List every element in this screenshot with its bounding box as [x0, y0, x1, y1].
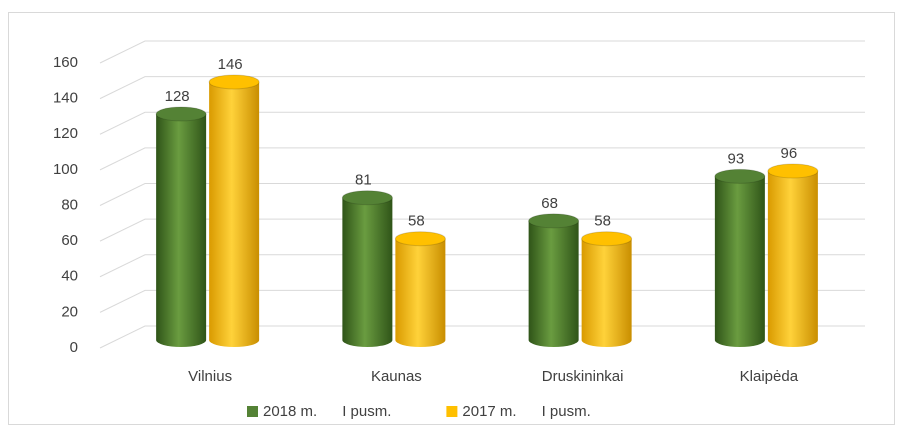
bar	[528, 213, 580, 347]
y-tick-label: 100	[53, 161, 78, 178]
value-label: 146	[218, 56, 243, 73]
y-tick-label: 160	[53, 54, 78, 71]
x-tick-label: Klaipėda	[740, 368, 799, 385]
bar	[208, 74, 260, 347]
bar	[767, 163, 819, 347]
grid-line	[99, 218, 865, 242]
grid-line	[99, 40, 865, 64]
grid-line	[99, 76, 865, 100]
frame	[8, 12, 895, 425]
grid-line	[99, 183, 865, 206]
value-label: 68	[541, 195, 558, 212]
x-tick-label: Kaunas	[371, 368, 422, 385]
bar	[394, 231, 446, 347]
x-tick-label: Vilnius	[188, 368, 232, 385]
y-tick-label: 40	[61, 268, 78, 285]
legend-label: 2018 m. I pusm.	[263, 403, 391, 420]
bar	[155, 106, 207, 347]
y-tick-label: 140	[53, 90, 78, 107]
y-tick-label: 120	[53, 125, 78, 142]
bar	[581, 231, 633, 347]
value-label: 128	[165, 88, 190, 105]
y-tick-label: 0	[70, 339, 78, 356]
value-label: 81	[355, 172, 372, 189]
value-label: 93	[728, 150, 745, 167]
grid-line	[99, 111, 865, 135]
y-tick-label: 20	[61, 303, 78, 320]
legend-label: 2017 m. I pusm.	[462, 403, 590, 420]
x-tick-label: Druskininkai	[542, 368, 624, 385]
value-label: 58	[408, 213, 425, 230]
y-tick-label: 80	[61, 196, 78, 213]
value-label: 96	[781, 145, 798, 162]
legend-swatch	[446, 406, 458, 417]
value-label: 58	[594, 213, 611, 230]
grid-line	[99, 147, 865, 171]
bar	[714, 168, 766, 347]
legend-swatch	[247, 406, 258, 417]
y-tick-label: 60	[61, 232, 78, 249]
bar	[341, 190, 393, 347]
